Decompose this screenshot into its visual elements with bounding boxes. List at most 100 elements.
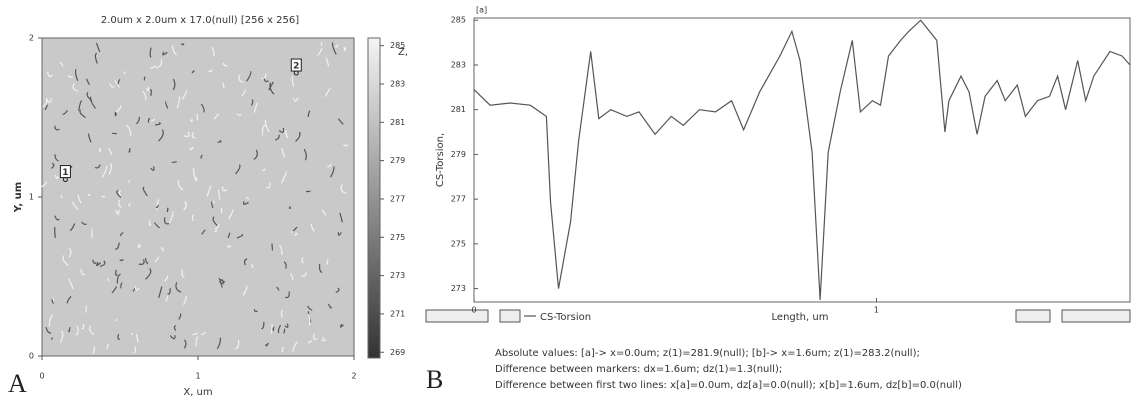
nav-buttons[interactable]: [425, 309, 489, 323]
colorbar-tick-label: 269: [390, 348, 405, 357]
marker-label: [a]: [476, 6, 487, 15]
grain: [169, 335, 176, 340]
grain: [292, 97, 299, 102]
grain: [149, 47, 152, 58]
series-button[interactable]: [499, 309, 521, 323]
grain: [78, 99, 83, 111]
afm-image: [41, 37, 355, 357]
grain: [236, 113, 242, 116]
grain: [114, 111, 118, 117]
grain: [343, 143, 349, 147]
grain: [158, 286, 163, 298]
grain: [41, 180, 47, 188]
grain: [331, 42, 337, 55]
grain: [165, 101, 169, 109]
grain: [145, 86, 150, 92]
grain: [118, 199, 122, 208]
grain: [142, 186, 148, 197]
grain: [290, 272, 294, 281]
grain: [165, 295, 169, 302]
scroll-buttons[interactable]: [1061, 309, 1131, 323]
grain: [337, 232, 342, 236]
grain: [221, 186, 228, 192]
y-tick-label: 275: [451, 239, 466, 248]
legend-entry: CS-Torsion: [540, 312, 591, 323]
grain: [206, 185, 212, 197]
grain: [222, 82, 225, 89]
grain: [107, 278, 110, 282]
grain: [68, 327, 71, 333]
grain: [111, 286, 118, 294]
grain: [305, 190, 311, 193]
grain: [212, 216, 218, 227]
grain: [54, 215, 60, 221]
grain: [123, 71, 126, 75]
grain: [59, 61, 64, 67]
grain: [108, 148, 113, 156]
grain: [175, 282, 182, 293]
grain: [268, 81, 274, 91]
grain: [115, 209, 120, 214]
grain: [154, 122, 161, 126]
grain: [334, 44, 339, 48]
grain: [339, 212, 343, 223]
grain: [72, 82, 79, 92]
grain: [86, 91, 93, 102]
grain: [214, 223, 220, 230]
grain: [227, 232, 231, 239]
grain: [144, 257, 149, 265]
grain: [138, 259, 145, 265]
colorbar-tick-label: 279: [390, 156, 405, 165]
grain: [292, 226, 298, 232]
grain: [105, 343, 109, 350]
y-tick-label: 2: [29, 34, 34, 43]
grain: [68, 278, 74, 290]
profile-line: [473, 19, 1131, 300]
x-tick-label: 0: [471, 306, 476, 315]
grain: [133, 346, 137, 354]
grain: [217, 139, 222, 143]
grain: [181, 269, 185, 278]
grain: [168, 211, 174, 224]
grain: [183, 131, 190, 137]
y-tick-label: 0: [29, 352, 34, 361]
toolbar: [425, 309, 1131, 323]
grain: [163, 217, 170, 225]
grain: [241, 89, 246, 97]
marker-box: [59, 165, 71, 179]
grain: [192, 168, 197, 180]
colorbar-tick-label: 281: [390, 118, 405, 127]
grain: [44, 104, 48, 111]
grain: [158, 129, 164, 142]
grain: [115, 242, 120, 250]
colorbar-tick-label: 283: [390, 79, 405, 88]
grain: [150, 88, 152, 96]
grain: [128, 148, 131, 153]
grain: [272, 326, 275, 332]
grain: [301, 272, 307, 277]
grain: [285, 291, 290, 299]
grain: [62, 255, 69, 266]
x-tick-label: 2: [351, 372, 356, 381]
grain: [325, 57, 330, 67]
grain: [340, 183, 347, 194]
zoom-buttons[interactable]: [1015, 309, 1051, 323]
grain: [214, 229, 218, 233]
grain: [276, 286, 280, 291]
grain: [136, 116, 140, 125]
y-tick-label: 281: [451, 105, 466, 114]
grain: [291, 75, 295, 87]
grain: [195, 176, 198, 181]
grain: [216, 337, 222, 350]
footer-line: Absolute values: [a]-> x=0.0um; z(1)=281…: [495, 348, 920, 359]
grain: [283, 328, 286, 334]
grain: [151, 118, 156, 122]
grain: [177, 180, 184, 191]
grain: [278, 127, 285, 133]
grain: [264, 119, 270, 133]
grain: [227, 244, 232, 248]
grain: [265, 182, 271, 189]
grain: [270, 323, 273, 334]
footer-line: Difference between first two lines: x[a]…: [495, 380, 962, 391]
grain: [183, 339, 187, 349]
